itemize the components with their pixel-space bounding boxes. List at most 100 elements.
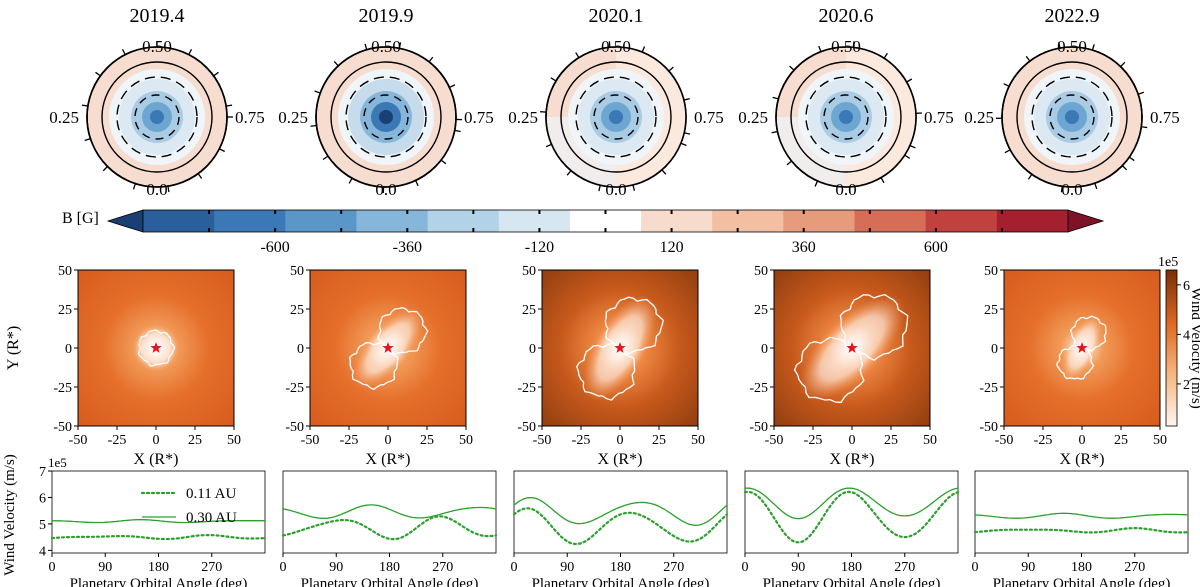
polar-contour-fill [150, 110, 164, 124]
y-tick-label: 5 [39, 518, 46, 533]
series-line-0.11AU [743, 490, 960, 544]
phase-label-left: 0.25 [278, 108, 308, 127]
x-tick-label: -50 [995, 433, 1014, 448]
phase-label-left: 0.25 [49, 108, 79, 127]
phase-tick [550, 77, 557, 82]
phase-tick [1003, 83, 1010, 87]
phase-tick [818, 45, 822, 52]
y-tick-label: 0 [991, 342, 998, 357]
phase-tick [449, 84, 456, 89]
phase-tick [314, 90, 321, 94]
phase-tick [1060, 186, 1063, 193]
phase-label-right: 0.75 [464, 108, 494, 127]
x-tick-label: 25 [188, 433, 202, 448]
x-tick-label: 0 [280, 560, 287, 575]
phase-tick [364, 43, 368, 50]
x-tick-label: 50 [459, 433, 473, 448]
colorbar-segment [569, 210, 642, 232]
wind-colorbar-label: Wind Velocity (m/s) [1188, 287, 1200, 409]
x-tick-label: 25 [652, 433, 666, 448]
y-tick-label: -50 [979, 420, 998, 435]
alfven-surface-contour [377, 307, 429, 355]
colorbar-segment [641, 210, 713, 232]
phase-tick [226, 104, 233, 107]
x-tick-label: -25 [108, 433, 127, 448]
colorbar-segment [214, 210, 286, 232]
colorbar-extend-high [1067, 209, 1105, 233]
series-line-0.30AU [744, 487, 959, 520]
x-tick-label: 180 [148, 560, 169, 575]
polar-equator-ring [1001, 46, 1143, 188]
polar-map-title: 2019.4 [130, 5, 185, 27]
phase-tick [348, 177, 353, 184]
phase-tick [132, 183, 136, 190]
colorbar-tick-label: 360 [792, 239, 816, 256]
polar-latitude-circle [1016, 61, 1128, 173]
polar-map-title: 2020.6 [819, 5, 874, 27]
x-tick-label: -50 [765, 433, 784, 448]
polar-map-row: 2019.4 0.50 0.25 0.75 0.0 2019.9 0.50 0.25 0.75 0… [49, 5, 1180, 199]
profile-frame [282, 470, 497, 554]
y-tick-label: 0 [297, 342, 304, 357]
star-marker [614, 342, 626, 353]
wind-colorbar-tick-label: 2 [1183, 378, 1190, 393]
alfven-surface-contour [793, 336, 865, 404]
phase-tick [398, 42, 402, 49]
polar-latitude-dashed [805, 76, 887, 158]
x-axis-label: Planetary Orbital Angle (deg) [993, 576, 1171, 587]
phase-tick [454, 129, 461, 133]
phase-label-top: 0.50 [831, 37, 861, 56]
y-tick-label: -25 [517, 381, 536, 396]
phase-tick [904, 154, 911, 159]
y-tick-label: 25 [58, 303, 72, 318]
wind-colorbar-gradient [1165, 269, 1178, 427]
x-tick-label: 270 [1124, 560, 1145, 575]
phase-tick [1094, 182, 1098, 190]
phase-tick [310, 124, 317, 127]
x-tick-label: -50 [69, 433, 88, 448]
y-tick-label: 0 [529, 342, 536, 357]
polar-map-2020.6: 2020.6 0.50 0.25 0.75 0.0 [738, 5, 954, 199]
profile-frame [974, 470, 1189, 554]
y-tick-label: 25 [984, 303, 998, 318]
phase-label-bottom: 0.0 [835, 180, 856, 199]
y-tick-label: -25 [285, 381, 304, 396]
polar-latitude-dashed [134, 94, 180, 140]
colorbar-tick-label: -600 [260, 239, 289, 256]
phase-tick [683, 97, 690, 101]
x-tick-label: -25 [572, 433, 591, 448]
y-axis-label: Wind Velocity (m/s) [2, 454, 18, 576]
phase-tick [1058, 42, 1061, 49]
y-tick-label: 0 [65, 342, 72, 357]
series-line-0.30AU [974, 512, 1189, 519]
colorbar-extend-low [106, 209, 144, 233]
polar-equator-ring [545, 46, 687, 188]
y-exponent: 1e5 [48, 455, 67, 470]
phase-tick [188, 48, 193, 55]
colorbar-tick-label: -120 [525, 239, 554, 256]
phase-label-top: 0.50 [1057, 37, 1087, 56]
y-tick-label: -25 [979, 381, 998, 396]
polar-latitude-circle [790, 61, 902, 173]
phase-tick [909, 144, 916, 149]
wind-velocity-colorbar: 2 4 6 1e5 Wind Velocity (m/s) [1158, 255, 1200, 427]
polar-equator-ring [315, 46, 457, 188]
legend: 0.11 AU 0.30 AU [140, 486, 237, 526]
x-tick-label: 50 [691, 433, 705, 448]
phase-label-bottom: 0.0 [375, 180, 396, 199]
polar-map-title: 2019.9 [359, 5, 414, 27]
wind-colorbar-tick-label: 6 [1183, 279, 1190, 294]
phase-label-top: 0.50 [371, 37, 401, 56]
x-tick-label: 0 [385, 433, 392, 448]
y-tick-label: 6 [39, 491, 46, 506]
x-axis-label: X (R*) [598, 451, 643, 468]
phase-tick [668, 66, 674, 72]
y-tick-label: 25 [290, 303, 304, 318]
x-tick-label: 25 [1114, 433, 1128, 448]
x-tick-label: 90 [98, 560, 112, 575]
star-marker [150, 342, 162, 353]
